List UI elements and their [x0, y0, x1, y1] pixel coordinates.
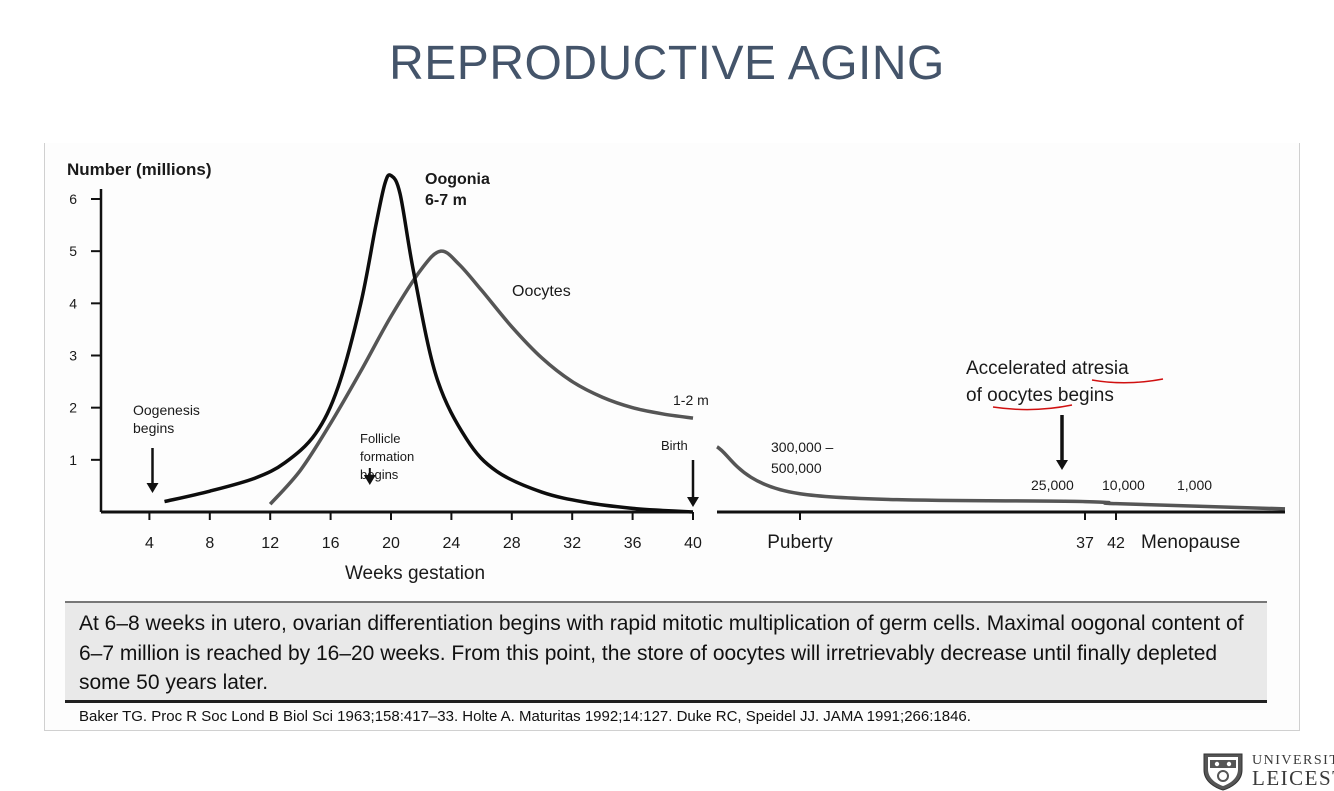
x-tick-label: 28 — [503, 535, 521, 552]
label-follicle-formation: Follicle formation begins — [360, 431, 414, 482]
x-axis-label: Weeks gestation — [345, 563, 485, 584]
figure-panel: Number (millions) 1 2 3 4 5 6 4 8 12 16 20 24 28 32 36 4… — [44, 143, 1300, 731]
y-tick-label: 6 — [69, 191, 77, 207]
x-tick-label: 40 — [684, 535, 702, 552]
label-oogonia: Oogonia 6-7 m — [425, 171, 490, 209]
x-tick-label: Puberty — [767, 532, 833, 553]
underline-oocytes — [992, 404, 1073, 411]
series-oogonia — [164, 173, 694, 514]
label-25000: 25,000 — [1031, 477, 1074, 493]
label-accelerated-atresia: Accelerated atresia of oocytes begins — [966, 358, 1129, 406]
arrow-follicle-head — [363, 475, 376, 485]
label-oocytes: Oocytes — [512, 283, 571, 300]
arrow-atresia-head — [1056, 460, 1068, 470]
slide-title: REPRODUCTIVE AGING — [389, 37, 945, 90]
university-logo: UNIVERSITY OF LEICESTER — [1200, 752, 1334, 791]
x-tick-label: 16 — [322, 535, 340, 552]
x-tick-label: 24 — [443, 535, 461, 552]
x-tick-label: Menopause — [1141, 532, 1240, 553]
label-1-2m: 1-2 m — [673, 392, 709, 408]
x-tick-label: 36 — [624, 535, 642, 552]
citation: Baker TG. Proc R Soc Lond B Biol Sci 196… — [79, 708, 971, 725]
x-tick-label: 37 — [1076, 535, 1094, 552]
x-tick-label: 32 — [563, 535, 581, 552]
underline-atresia — [1091, 378, 1164, 384]
x-tick-label: 20 — [382, 535, 400, 552]
shield-icon — [1203, 753, 1243, 791]
logo-text-line1: UNIVERSITY OF — [1252, 753, 1334, 768]
label-puberty-count: 300,000 –500,000 — [771, 439, 833, 476]
label-birth: Birth — [661, 438, 688, 453]
y-tick-label: 4 — [69, 295, 77, 311]
label-oogenesis-begins: Oogenesis begins — [133, 402, 200, 436]
arrow-oogenesis-head — [146, 483, 159, 493]
summary-box: At 6–8 weeks in utero, ovarian different… — [65, 601, 1267, 703]
label-1000: 1,000 — [1177, 477, 1212, 493]
x-tick-label: 12 — [261, 535, 279, 552]
summary-text: At 6–8 weeks in utero, ovarian different… — [79, 612, 1244, 694]
arrow-birth-head — [687, 497, 699, 507]
label-10000: 10,000 — [1102, 477, 1145, 493]
x-tick-label: 42 — [1107, 535, 1125, 552]
x-tick-label: 4 — [145, 535, 154, 552]
x-tick-label: 8 — [205, 535, 214, 552]
y-tick-label: 3 — [69, 348, 77, 364]
series-oocytes — [268, 249, 694, 506]
y-tick-label: 2 — [69, 400, 77, 416]
series-oocytes-postnatal — [716, 445, 1286, 511]
y-tick-label: 5 — [69, 243, 77, 259]
y-axis-label: Number (millions) — [67, 160, 212, 179]
logo-text-line2: LEICESTER — [1252, 766, 1334, 790]
y-tick-label: 1 — [69, 452, 77, 468]
